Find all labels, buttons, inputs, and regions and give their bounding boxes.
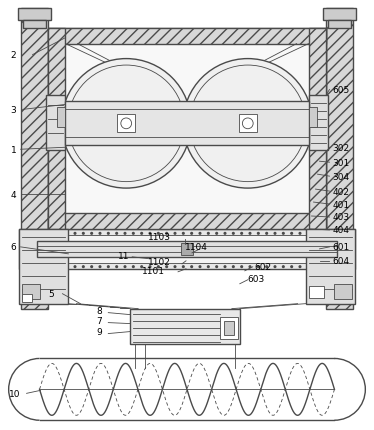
Text: 603: 603 — [248, 275, 265, 284]
Bar — [220, 317, 238, 339]
Bar — [47, 29, 327, 45]
Text: 1103: 1103 — [148, 233, 171, 242]
Text: 2: 2 — [10, 51, 16, 60]
Bar — [130, 309, 240, 344]
Bar — [19, 230, 355, 269]
Text: 9: 9 — [96, 327, 102, 336]
Text: 3: 3 — [10, 106, 16, 115]
Bar — [47, 29, 327, 230]
Bar — [22, 284, 40, 299]
Text: 7: 7 — [96, 316, 102, 326]
Text: 605: 605 — [332, 86, 350, 95]
Bar — [181, 243, 193, 255]
Circle shape — [239, 116, 256, 132]
Bar — [324, 9, 356, 21]
Bar — [22, 21, 46, 29]
Circle shape — [61, 59, 191, 189]
Text: 403: 403 — [332, 213, 350, 222]
Text: 4: 4 — [10, 190, 16, 199]
Text: 10: 10 — [9, 389, 20, 398]
Bar — [58, 108, 65, 128]
Text: 301: 301 — [332, 158, 350, 167]
Bar — [334, 284, 352, 299]
Text: 304: 304 — [332, 172, 350, 181]
Bar — [18, 9, 50, 21]
Bar — [224, 321, 234, 335]
Text: 401: 401 — [332, 200, 350, 209]
Text: 602: 602 — [255, 263, 272, 272]
Text: 402: 402 — [332, 187, 349, 196]
Text: 8: 8 — [96, 307, 102, 316]
Text: 5: 5 — [49, 289, 54, 298]
Bar — [46, 96, 65, 151]
Bar — [25, 235, 349, 263]
Circle shape — [121, 119, 132, 129]
Text: 404: 404 — [332, 226, 349, 235]
Bar — [47, 29, 65, 230]
Text: 11: 11 — [118, 252, 130, 261]
Bar — [309, 286, 325, 298]
Bar — [47, 214, 327, 230]
Bar — [22, 294, 31, 302]
Text: 6: 6 — [10, 243, 16, 252]
Text: 1102: 1102 — [148, 258, 171, 267]
Text: 1101: 1101 — [142, 267, 165, 276]
Text: 1104: 1104 — [185, 243, 208, 252]
Text: 601: 601 — [332, 243, 350, 252]
Bar — [328, 21, 352, 29]
Circle shape — [242, 119, 253, 129]
Bar — [65, 45, 309, 214]
Text: 1: 1 — [10, 145, 16, 154]
Bar — [327, 9, 353, 309]
Bar — [309, 96, 328, 151]
Bar — [65, 102, 309, 146]
Bar — [21, 9, 47, 309]
Text: 604: 604 — [332, 257, 350, 266]
Bar — [117, 115, 135, 133]
Bar — [306, 230, 355, 304]
Text: 302: 302 — [332, 144, 350, 152]
Circle shape — [118, 116, 135, 132]
Bar — [19, 230, 68, 304]
Circle shape — [183, 59, 313, 189]
Bar — [239, 115, 257, 133]
Bar — [37, 241, 337, 257]
Bar — [309, 108, 316, 128]
Bar — [309, 29, 327, 230]
